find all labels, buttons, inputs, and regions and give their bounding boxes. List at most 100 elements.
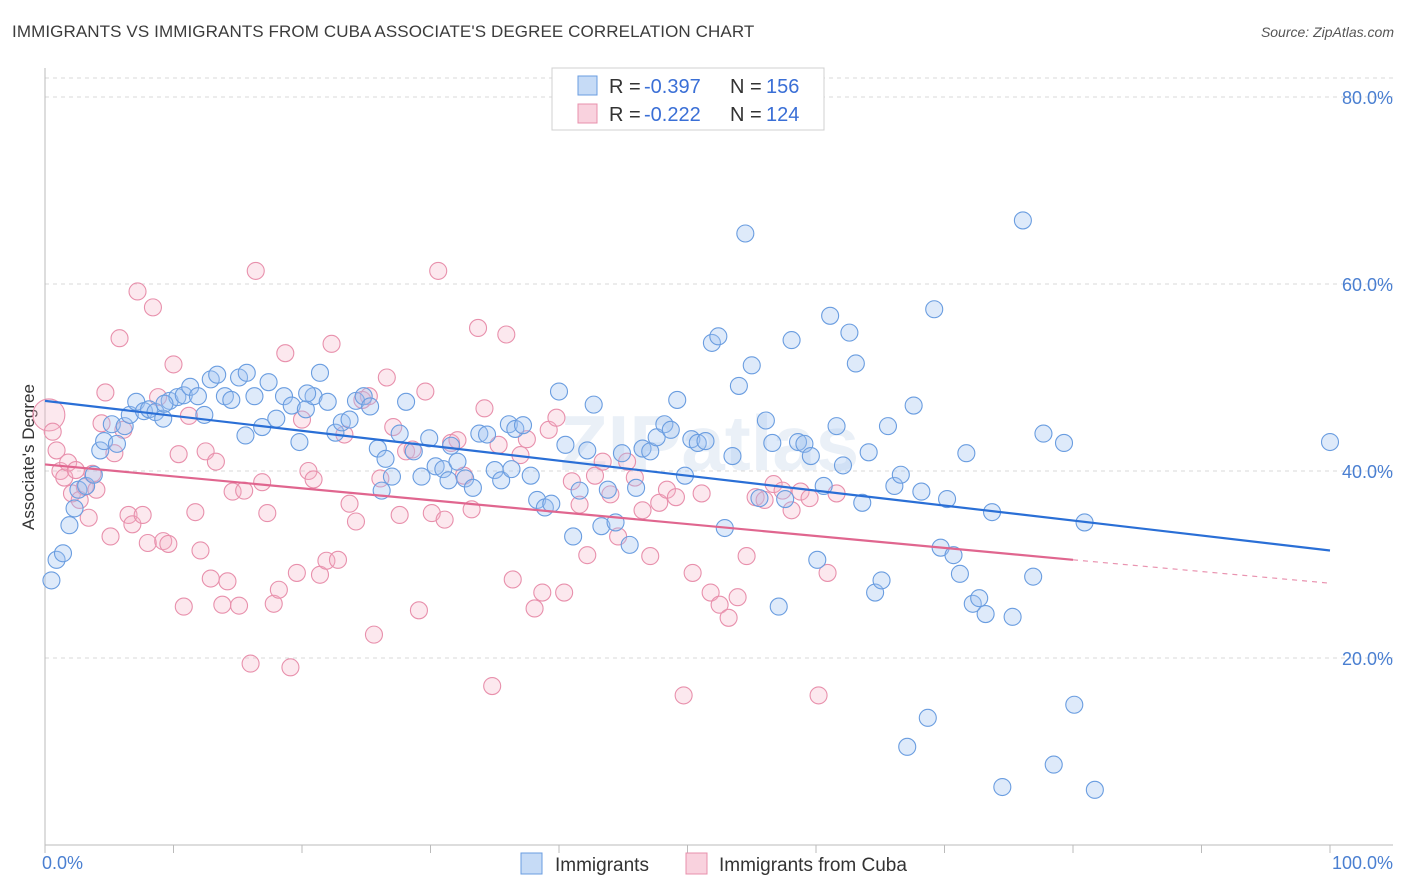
immigrants-point [1320,432,1340,452]
cuba-point [123,515,142,534]
x-tick-label-max: 100.0% [1332,853,1393,873]
immigrants-point [688,433,707,453]
immigrants-point [872,571,891,590]
immigrants-point [821,306,840,325]
legend-r-label-2: R = [609,104,641,126]
cuba-point [601,485,620,504]
immigrants-point [788,432,808,452]
cuba-point [79,508,98,527]
immigrants-point [1013,211,1032,230]
cuba-point [149,388,168,407]
immigrants-point [878,417,898,436]
immigrants-point [925,300,944,319]
cuba-point [128,282,147,301]
cuba-point [241,654,260,673]
immigrants-point [208,365,227,384]
cuba-point [47,441,66,460]
immigrants-point [542,494,561,513]
bottom-legend-swatch-cuba [685,852,708,875]
watermark: ZIPatlas [560,399,859,487]
immigrants-point [1054,433,1074,453]
bottom-legend-label-immigrants: Immigrants [555,855,649,876]
cuba-point [618,452,637,471]
cuba-point [429,261,448,280]
cuba-point [322,334,341,353]
cuba-point [96,383,115,402]
stats-legend: R = -0.397 N = 156 R = -0.222 N = 124 [551,67,825,131]
immigrants-point [729,376,748,395]
immigrants-point [840,323,859,342]
legend-swatch-immigrants [577,75,598,96]
immigrants-point [513,416,533,435]
immigrants-point [390,424,409,443]
immigrants-point [776,489,795,509]
immigrants-point [620,535,639,554]
immigrants-point [1024,567,1043,586]
legend-swatch-cuba [577,103,598,124]
cuba-point [737,547,756,566]
immigrants-point [477,425,497,444]
immigrants-point [570,481,589,500]
cuba-point [525,599,544,618]
immigrants-point [259,373,278,392]
cuba-point [87,480,106,499]
immigrants-point [1003,607,1022,626]
cuba-point [364,625,384,644]
immigrants-point [155,394,174,413]
immigrants-point [976,605,995,624]
immigrants-point [846,354,865,373]
cuba-point [43,422,62,441]
cuba-point [585,466,605,485]
immigrants-point [439,471,458,490]
immigrants-point [382,467,402,486]
immigrants-point [938,489,957,509]
immigrants-point [904,396,923,415]
immigrants-point [1034,424,1053,443]
cuba-point [468,318,488,337]
immigrants-point [912,482,931,501]
cuba-point [154,532,173,551]
immigrants-point [42,571,61,590]
cuba-point [517,430,536,449]
immigrants-point [578,441,597,460]
cuba-point [633,501,652,520]
immigrants-point [318,392,337,411]
immigrants-point [833,456,853,475]
immigrants-point [274,387,294,406]
legend-n-label-1: N = [730,76,762,98]
immigrants-point [627,478,646,497]
trend-lines [44,399,1331,584]
immigrants-point [528,490,547,510]
legend-n-label-2: N = [730,104,762,126]
cuba-point [384,418,403,437]
immigrants-point [801,446,820,466]
cuba-point [641,547,660,566]
immigrants-point [957,444,976,463]
cuba-point [416,382,435,401]
cuba-point [206,452,225,471]
immigrants-point [47,550,66,569]
immigrants-point [549,382,569,401]
cuba-point [435,510,454,529]
cuba-point [562,472,581,491]
immigrants-point [521,466,540,485]
chart-title: IMMIGRANTS VS IMMIGRANTS FROM CUBA ASSOC… [12,22,755,41]
cuba-point [110,329,129,348]
immigrants-point [499,415,518,434]
immigrants-point [201,370,220,389]
immigrants-point [492,471,511,490]
immigrants-point [448,452,467,471]
immigrants-point [181,377,200,396]
immigrants-point [502,460,521,479]
immigrants-point [853,493,872,512]
cuba-point [377,368,396,387]
bottom-legend-swatch-immigrants [520,852,543,875]
cuba-point [264,594,283,613]
cuba-point [292,410,312,429]
cuba-point [101,527,120,546]
immigrants-point [668,390,687,409]
cuba-point [213,595,232,614]
cuba-point [304,470,323,489]
immigrants-point [769,597,788,616]
